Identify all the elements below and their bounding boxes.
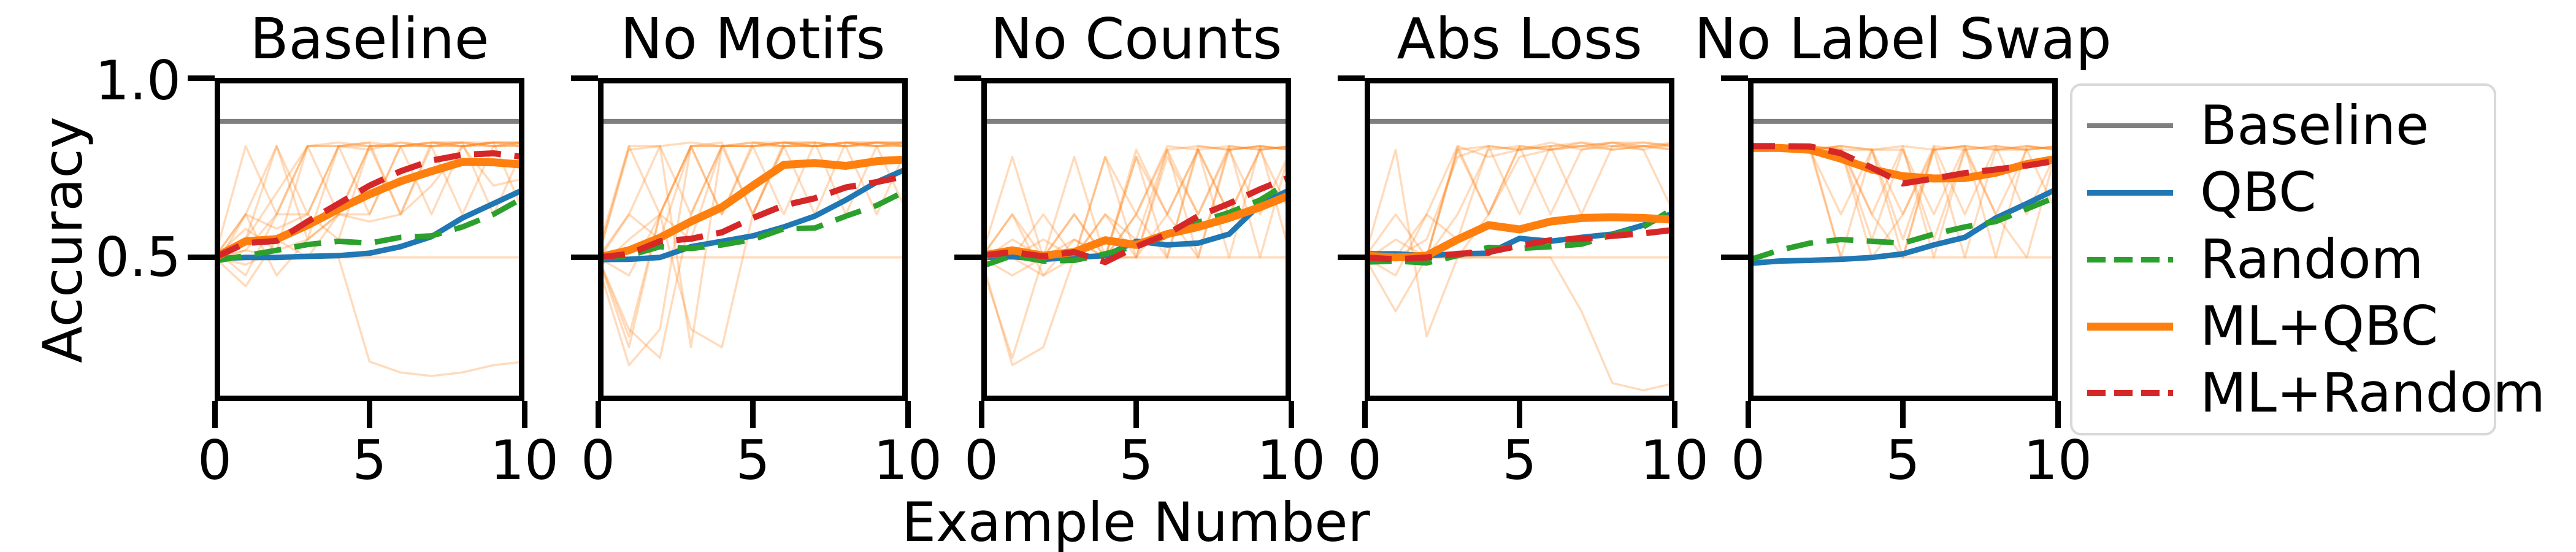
x-tick-label: 0 [1731, 429, 1765, 492]
legend-label: Random [2200, 228, 2424, 291]
x-tick-label: 10 [1257, 429, 1325, 492]
x-tick-mark [905, 401, 911, 428]
legend-line-sample [2087, 390, 2173, 396]
plot-canvas [1748, 78, 2058, 401]
subplot-title: Baseline [250, 6, 489, 72]
subplot-title: No Counts [990, 6, 1282, 72]
x-tick-mark [212, 401, 218, 428]
x-tick-mark [521, 401, 527, 428]
series-random [981, 178, 1291, 269]
series-ml-random [1748, 143, 2058, 187]
y-tick-mark [954, 255, 981, 261]
legend-item-baseline: Baseline [2072, 96, 2494, 155]
legend-item-ml-random: ML+Random [2072, 364, 2545, 423]
y-tick-mark [954, 75, 981, 81]
legend-line-sample [2087, 256, 2173, 263]
axes-frame [981, 78, 1291, 401]
y-tick-mark [1721, 255, 1748, 261]
subplot-title: Abs Loss [1397, 6, 1643, 72]
legend-line-sample [2087, 190, 2173, 196]
plot-canvas [598, 78, 908, 401]
axes-frame [1748, 78, 2058, 401]
legend-item-random: Random [2072, 230, 2494, 289]
axes-frame [598, 78, 908, 401]
series-ml-random [215, 150, 524, 261]
x-tick-mark [2055, 401, 2061, 428]
x-tick-mark [1900, 401, 1906, 428]
legend-item-qbc: QBC [2072, 163, 2494, 222]
legend-item-ml-qbc: ML+QBC [2072, 297, 2494, 356]
legend-label: Baseline [2200, 94, 2429, 157]
series-random [215, 194, 524, 264]
x-tick-label: 0 [581, 429, 615, 492]
axes-frame [215, 78, 524, 401]
y-tick-label: 1.0 [95, 49, 181, 112]
x-tick-mark [595, 401, 601, 428]
plot-canvas [215, 78, 524, 401]
legend-label: QBC [2200, 161, 2317, 224]
x-tick-label: 5 [1502, 429, 1537, 492]
series-ml-qbc [598, 155, 908, 262]
x-tick-label: 0 [197, 429, 232, 492]
subplot-baseline [215, 78, 524, 401]
plot-canvas [981, 78, 1291, 401]
x-tick-mark [1288, 401, 1294, 428]
series-random [1748, 194, 2058, 263]
subplot-no-counts [981, 78, 1291, 401]
y-tick-mark [1338, 75, 1365, 81]
legend-line-sample [2087, 123, 2173, 128]
x-tick-mark [1745, 401, 1751, 428]
legend: Baseline QBC Random ML+QBC ML+Random [2070, 83, 2545, 435]
subplot-abs-loss [1365, 78, 1674, 401]
y-tick-mark [571, 75, 598, 81]
x-tick-mark [1133, 401, 1139, 428]
x-tick-label: 0 [1347, 429, 1382, 492]
plot-canvas [1365, 78, 1674, 401]
axes-frame [1365, 78, 1674, 401]
x-tick-label: 10 [490, 429, 559, 492]
x-tick-label: 5 [1885, 429, 1920, 492]
legend-label: ML+QBC [2200, 294, 2439, 358]
x-tick-mark [1517, 401, 1522, 428]
x-axis-label: Example Number [902, 491, 1370, 552]
x-tick-label: 5 [352, 429, 387, 492]
y-tick-mark [1721, 75, 1748, 81]
x-tick-label: 10 [2023, 429, 2092, 492]
legend-label: ML+Random [2200, 361, 2546, 424]
y-tick-mark [188, 255, 215, 261]
x-tick-mark [1671, 401, 1677, 428]
y-tick-mark [571, 255, 598, 261]
series-random [598, 187, 908, 261]
x-tick-mark [367, 401, 372, 428]
x-tick-label: 10 [1640, 429, 1709, 492]
x-tick-label: 10 [873, 429, 942, 492]
subplot-title: No Label Swap [1694, 6, 2112, 72]
series-ml-random [1365, 226, 1674, 263]
subplot-no-motifs [598, 78, 908, 401]
x-tick-mark [978, 401, 984, 428]
x-tick-label: 5 [735, 429, 770, 492]
subplot-title: No Motifs [620, 6, 886, 72]
y-tick-mark [188, 75, 215, 81]
series-qbc [215, 186, 524, 261]
x-tick-label: 5 [1119, 429, 1154, 492]
series-ml-random [981, 174, 1291, 266]
x-tick-mark [750, 401, 756, 428]
subplot-no-label-swap [1748, 78, 2058, 401]
series-qbc [1748, 186, 2058, 267]
series-qbc [598, 166, 908, 263]
legend-line-sample [2087, 322, 2173, 331]
series-ml-random [598, 172, 908, 261]
x-tick-mark [1362, 401, 1368, 428]
y-tick-mark [1338, 255, 1365, 261]
x-tick-label: 0 [964, 429, 999, 492]
y-tick-label: 0.5 [95, 225, 181, 289]
